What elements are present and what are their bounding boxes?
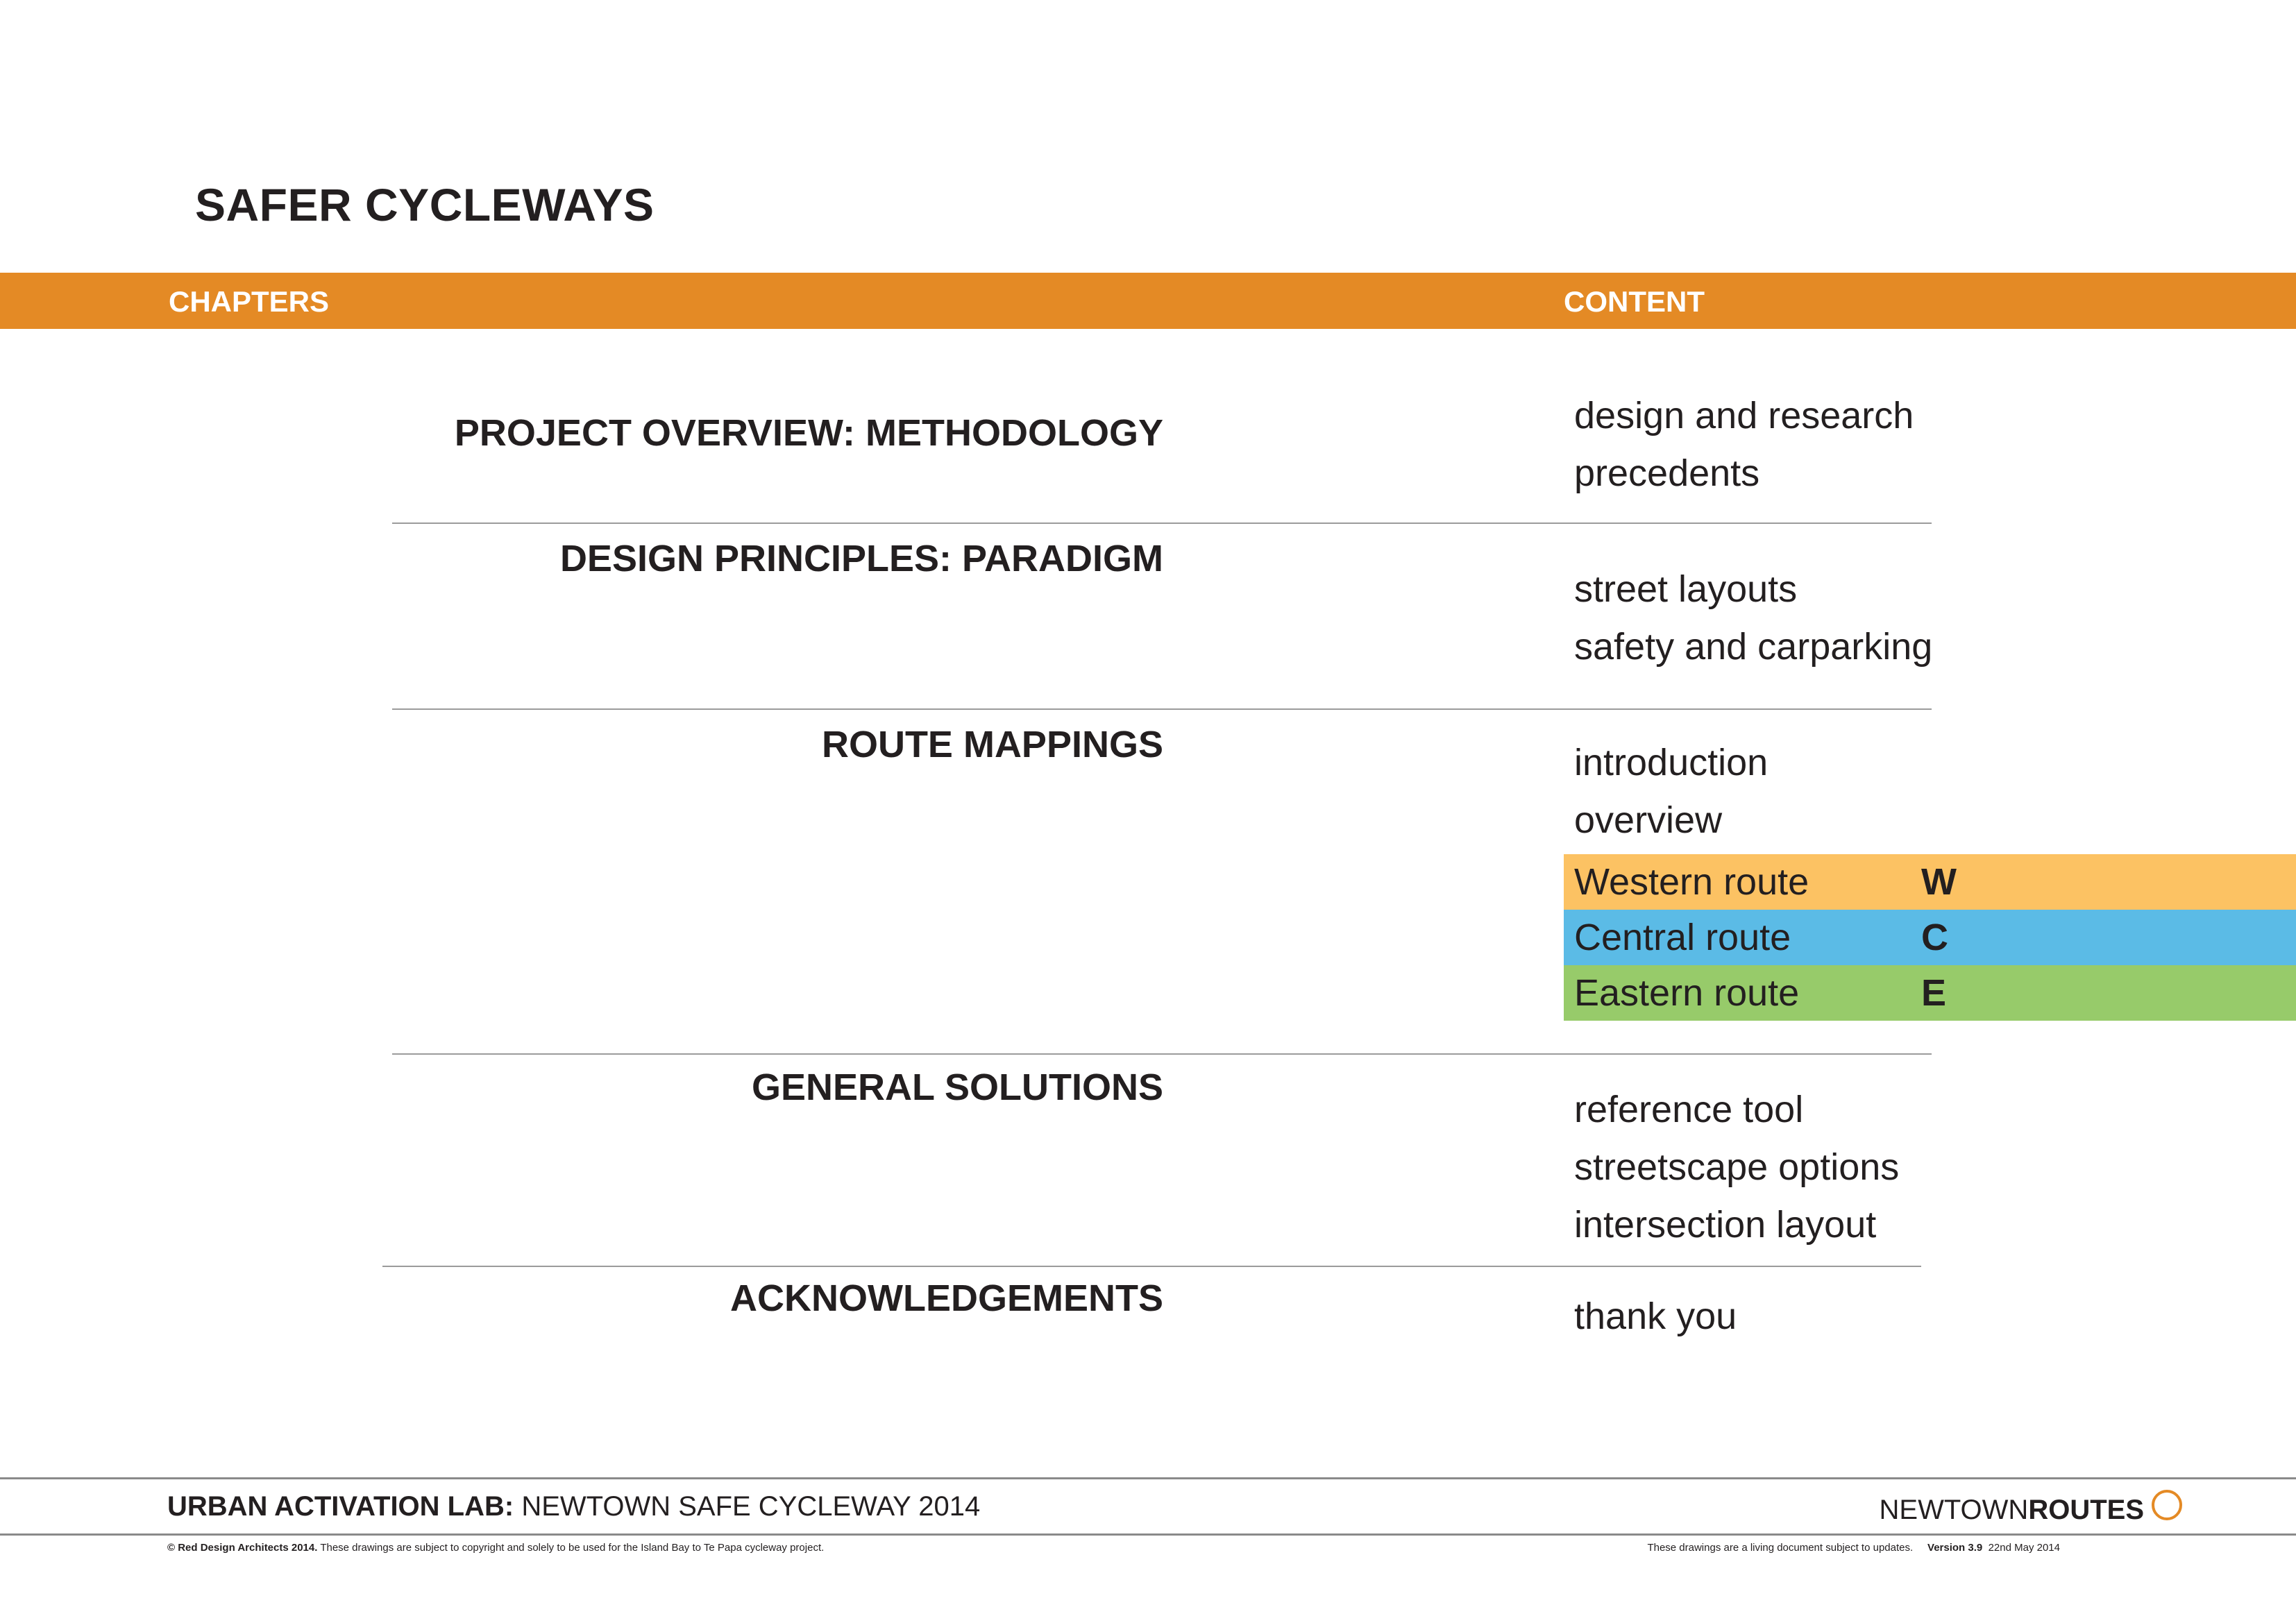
route-code: C [1921,917,1948,958]
version-date: 22nd May 2014 [1988,1542,2060,1554]
content-item: safety and carparking [1574,626,1933,668]
route-western: Western route W [1564,854,2296,910]
route-central: Central route C [1564,910,2296,965]
copyright-holder: © Red Design Architects 2014. [167,1542,318,1554]
content-item: reference tool [1574,1089,1804,1130]
chapter-divider [392,1053,1932,1055]
brand-bold: ROUTES [2028,1495,2144,1525]
content-item: street layouts [1574,568,1798,610]
copyright-text: These drawings are subject to copyright … [317,1542,825,1554]
chapter-divider [392,522,1932,524]
chapter-title-route-mappings: ROUTE MAPPINGS [821,724,1163,765]
version-number: Version 3.9 [1927,1542,1983,1554]
footer-lab-name: URBAN ACTIVATION LAB: [167,1491,514,1522]
footer-bottom-rule [0,1533,2296,1536]
content-item: precedents [1574,452,1760,494]
brand-logo-text: NEWTOWNROUTES [1880,1496,2144,1524]
living-document-note: These drawings are a living document sub… [1647,1542,1914,1554]
content-item: introduction [1574,742,1769,783]
content-item: intersection layout [1574,1204,1877,1246]
footer-project-name: NEWTOWN SAFE CYCLEWAY 2014 [514,1491,981,1522]
content-item: streetscape options [1574,1146,1900,1188]
brand-circle-icon [2152,1490,2182,1520]
chapter-title-acknowledgements: ACKNOWLEDGEMENTS [730,1277,1163,1319]
route-code: E [1921,972,1947,1014]
chapter-title-design-principles: DESIGN PRINCIPLES: PARADIGM [559,538,1163,579]
footer-top-rule [0,1477,2296,1479]
version-info: These drawings are a living document sub… [1647,1543,2060,1553]
route-name: Central route [1574,917,1791,958]
chapter-divider [392,708,1932,710]
content-item: thank you [1574,1295,1737,1337]
header-bar [0,273,2296,329]
content-column-header: CONTENT [1564,285,1705,318]
content-item: overview [1574,799,1723,841]
chapter-divider [382,1266,1921,1267]
page-title: SAFER CYCLEWAYS [195,179,655,230]
route-eastern: Eastern route E [1564,965,2296,1021]
route-name: Eastern route [1574,972,1800,1014]
chapter-title-general-solutions: GENERAL SOLUTIONS [751,1067,1163,1108]
chapters-column-header: CHAPTERS [169,285,330,318]
brand-prefix: NEWTOWN [1879,1495,2029,1525]
chapter-title-project-overview: PROJECT OVERVIEW: METHODOLOGY [454,412,1163,454]
copyright-notice: © Red Design Architects 2014. These draw… [167,1543,824,1553]
route-name: Western route [1574,861,1809,903]
content-item: design and research [1574,395,1914,436]
footer-project-title: URBAN ACTIVATION LAB: NEWTOWN SAFE CYCLE… [167,1493,980,1520]
route-code: W [1921,861,1957,903]
